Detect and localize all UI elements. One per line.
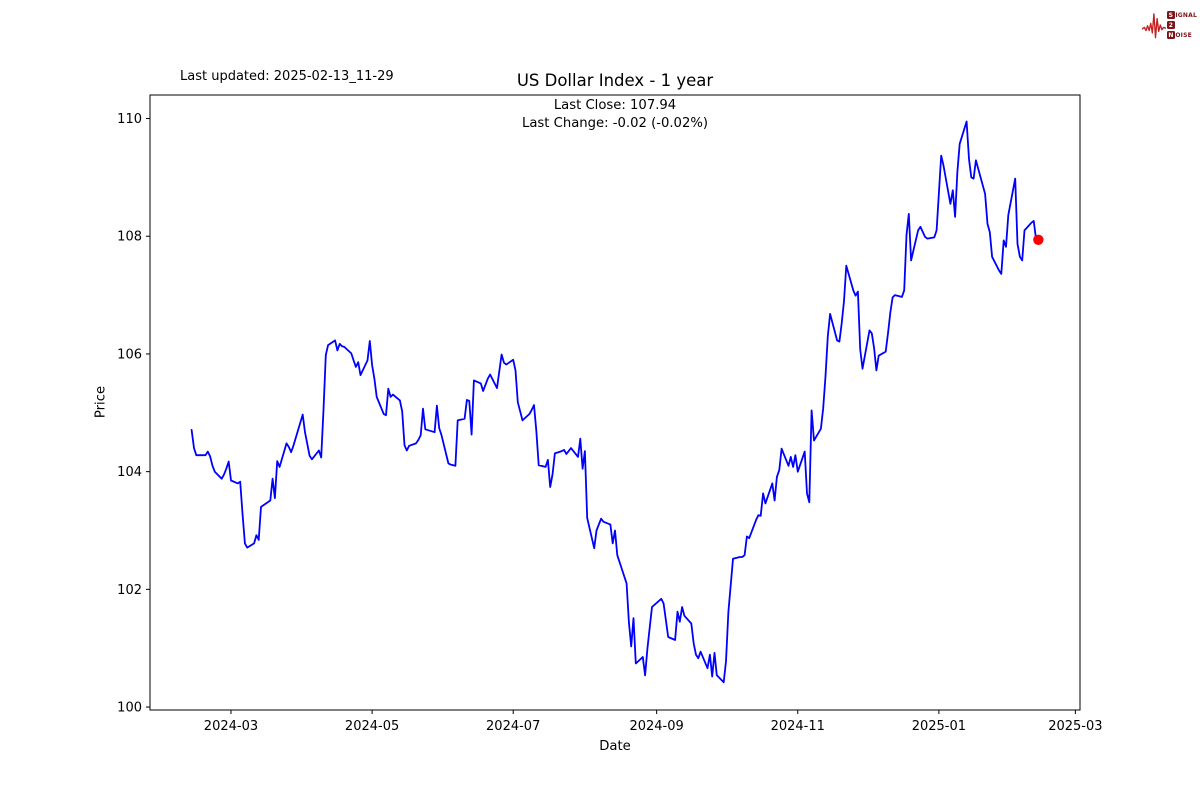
x-tick-label: 2024-11 xyxy=(771,719,825,734)
x-tick-label: 2024-09 xyxy=(629,719,683,734)
y-axis-label: Price xyxy=(93,385,109,419)
y-tick-label: 100 xyxy=(117,701,142,716)
logo-word-noise-rest: OISE xyxy=(1175,31,1192,39)
last-updated-text: Last updated: 2025-02-13_11-29 xyxy=(180,69,394,84)
last-close-text: Last Close: 107.94 xyxy=(553,98,677,113)
axes-frame xyxy=(149,94,1081,711)
x-tick-label: 2024-03 xyxy=(204,719,258,734)
y-tick-label: 108 xyxy=(117,230,142,245)
logo-letter-s: S xyxy=(1166,11,1175,19)
logo-word-signal-rest: IGNAL xyxy=(1175,11,1197,19)
waveform-icon xyxy=(1142,13,1166,39)
x-tick-label: 2024-07 xyxy=(486,719,540,734)
logo-letter-n: N xyxy=(1166,31,1175,39)
x-tick-label: 2025-03 xyxy=(1048,719,1102,734)
logo-text: S IGNAL 2 N OISE xyxy=(1166,10,1197,40)
y-tick-label: 104 xyxy=(117,465,142,480)
x-axis-label: Date xyxy=(599,739,631,754)
logo-letter-2: 2 xyxy=(1166,21,1175,29)
y-tick-label: 106 xyxy=(117,347,142,362)
signal2noise-logo: S IGNAL 2 N OISE xyxy=(1142,4,1197,46)
y-tick-label: 102 xyxy=(117,583,142,598)
chart-annotation: Last Close: 107.94 Last Change: -0.02 (-… xyxy=(150,97,1080,132)
y-tick-label: 110 xyxy=(117,112,142,127)
price-line xyxy=(190,120,1040,684)
x-tick-label: 2025-01 xyxy=(912,719,966,734)
last-change-text: Last Change: -0.02 (-0.02%) xyxy=(521,115,709,131)
last-price-marker xyxy=(1033,234,1044,245)
chart-title: US Dollar Index - 1 year xyxy=(516,71,714,90)
x-tick-label: 2024-05 xyxy=(345,719,399,734)
